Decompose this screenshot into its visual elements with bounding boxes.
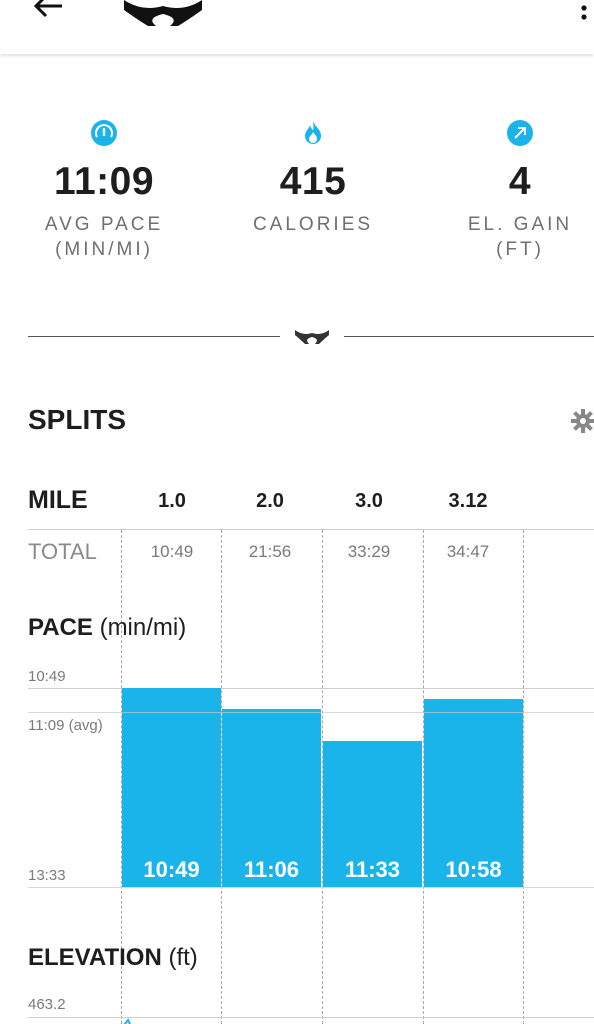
pace-bar-label: 11:33 [344, 857, 401, 882]
total-value: 10:49 [150, 542, 194, 561]
avg-pace-value: 11:09 [53, 160, 155, 203]
column-divider [423, 530, 424, 1024]
pace-bar-label: 11:06 [243, 857, 300, 882]
mile-value: 3.0 [355, 490, 383, 512]
total-header: TOTAL [28, 539, 97, 564]
pace-title-unit: (min/mi) [92, 614, 187, 641]
elevation-title-unit: (ft) [161, 944, 198, 971]
stat-elevation-gain: 4 EL. GAIN (FT) [440, 118, 594, 262]
speedometer-icon [89, 118, 119, 148]
total-value: 34:47 [446, 542, 490, 561]
elevation-gain-label: EL. GAIN (FT) [467, 214, 573, 260]
column-divider [221, 530, 222, 1024]
stat-calories: 415 CALORIES [233, 118, 393, 237]
divider-right [344, 336, 594, 337]
elevation-title-bold: ELEVATION [28, 944, 162, 971]
divider-left [28, 336, 280, 337]
total-value: 21:56 [248, 542, 292, 561]
table-divider [28, 529, 594, 530]
mile-value: 1.0 [158, 490, 186, 512]
pace-baseline [28, 887, 594, 888]
column-divider [322, 530, 323, 1024]
pace-bar-label: 10:49 [143, 857, 200, 882]
splits-title: SPLITS [28, 404, 127, 435]
mile-value: 2.0 [256, 490, 284, 512]
elevation-chart-title: ELEVATION (ft) [28, 944, 198, 972]
total-value: 33:29 [347, 542, 391, 561]
under-armour-logo-icon [122, 0, 204, 28]
column-divider [523, 530, 524, 1024]
elevation-y-top-label: 463.2 [28, 996, 66, 1013]
elevation-top-line [28, 1017, 594, 1018]
pace-title-bold: PACE [28, 614, 93, 641]
pace-y-bottom-label: 13:33 [28, 867, 66, 884]
pace-bar-label: 10:58 [445, 857, 502, 882]
pace-top-line [28, 688, 594, 689]
arrow-up-right-icon [505, 118, 535, 148]
column-divider [121, 530, 122, 1024]
pace-bar: 10:58 [424, 699, 523, 887]
calories-label: CALORIES [252, 214, 374, 235]
pace-bar: 10:49 [122, 688, 221, 887]
more-vertical-icon[interactable] [572, 0, 594, 26]
mile-value: 3.12 [448, 490, 488, 512]
app-header [0, 0, 594, 54]
avg-pace-label: AVG PACE (MIN/MI) [44, 214, 164, 260]
elevation-line-peak [120, 1015, 140, 1024]
pace-average-line [28, 712, 594, 713]
back-arrow-icon[interactable] [30, 0, 70, 26]
flame-icon [298, 118, 328, 148]
pace-y-avg-label: 11:09 (avg) [28, 717, 103, 734]
calories-value: 415 [279, 160, 347, 203]
pace-chart-title: PACE (min/mi) [28, 614, 186, 642]
elevation-gain-value: 4 [508, 160, 532, 203]
pace-bar: 11:06 [222, 709, 321, 887]
under-armour-small-logo-icon [294, 326, 330, 346]
pace-bar: 11:33 [323, 741, 422, 887]
pace-y-top-label: 10:49 [28, 668, 66, 685]
stat-avg-pace: 11:09 AVG PACE (MIN/MI) [24, 118, 184, 262]
mile-header: MILE [28, 486, 88, 514]
gear-icon[interactable] [570, 408, 594, 434]
